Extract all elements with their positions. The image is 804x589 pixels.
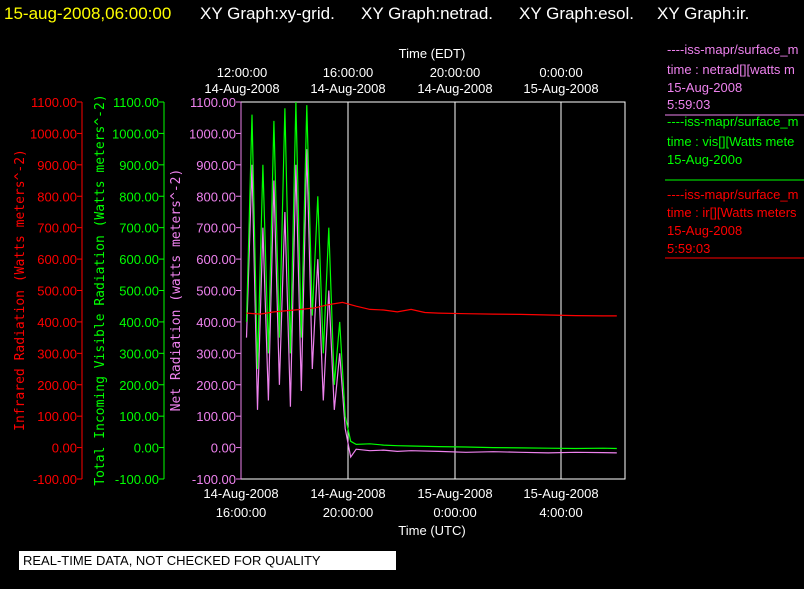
top-tick-date: 14-Aug-2008 xyxy=(417,81,492,96)
top-tick-time: 16:00:00 xyxy=(323,65,374,80)
legend-variable: time : netrad[][watts m xyxy=(667,62,795,77)
ir-tick-label: 200.00 xyxy=(37,378,77,393)
vis-axis-title: Total Incoming Visible Radiation (Watts … xyxy=(93,94,108,485)
ir-tick-label: 1100.00 xyxy=(31,95,77,110)
vis-tick-label: 1100.00 xyxy=(113,95,159,110)
legend-entry-netrad: ----iss-mapr/surface_m time : netrad[][w… xyxy=(665,42,804,116)
legend-entry-ir: ----iss-mapr/surface_m time : ir[][Watts… xyxy=(665,187,804,259)
legend-date: 15-Aug-2008 xyxy=(667,80,742,95)
net-tick-label: 0.00 xyxy=(211,441,236,456)
top-tick-date: 14-Aug-2008 xyxy=(310,81,385,96)
legend-variable: time : vis[][Watts mete xyxy=(667,134,794,149)
bottom-tick-time: 4:00:00 xyxy=(539,505,582,520)
ir-tick-label: 100.00 xyxy=(37,409,77,424)
ir-tick-label: 700.00 xyxy=(37,221,77,236)
top-tick-date: 14-Aug-2008 xyxy=(204,81,279,96)
series-line-netrad xyxy=(245,149,617,459)
legend-source: ----iss-mapr/surface_m xyxy=(667,187,798,202)
legend-time: 5:59:03 xyxy=(667,241,710,256)
ir-tick-label: 1000.00 xyxy=(30,126,77,141)
bottom-tick-date: 14-Aug-2008 xyxy=(310,486,385,501)
ir-tick-label: 500.00 xyxy=(37,284,77,299)
legend-source: ----iss-mapr/surface_m xyxy=(667,114,798,129)
vis-tick-label: 400.00 xyxy=(119,315,159,330)
legend-date: 15-Aug-200o xyxy=(667,152,742,167)
net-tick-label: 700.00 xyxy=(196,221,236,236)
top-axis-ticks: 12:00:00 14-Aug-2008 16:00:00 14-Aug-200… xyxy=(204,65,598,96)
header-title-esol: XY Graph:esol. xyxy=(519,4,634,23)
vis-tick-label: 100.00 xyxy=(119,409,159,424)
net-tick-label: 800.00 xyxy=(196,189,236,204)
y-axis-ticks: 1100.00 1100.00 1100.00 1000.00 1000.00 1000.… xyxy=(30,95,241,487)
vis-tick-label: 500.00 xyxy=(119,284,159,299)
header-title-xy-grid: XY Graph:xy-grid. xyxy=(200,4,335,23)
quality-warning-banner: REAL-TIME DATA, NOT CHECKED FOR QUALITY xyxy=(19,551,396,570)
net-tick-label: -100.00 xyxy=(192,472,236,487)
bottom-axis-ticks: 14-Aug-2008 16:00:00 14-Aug-2008 20:00:0… xyxy=(203,486,598,520)
net-tick-label: 300.00 xyxy=(196,346,236,361)
legend-variable: time : ir[][Watts meters xyxy=(667,205,797,220)
bottom-axis-title: Time (UTC) xyxy=(398,523,465,538)
series-layer xyxy=(245,101,617,459)
net-tick-label: 600.00 xyxy=(196,252,236,267)
ir-axis-title: Infrared Radiation (Watts meters^-2) xyxy=(13,149,28,431)
net-tick-label: 1100.00 xyxy=(190,95,236,110)
legend-entry-vis: ----iss-mapr/surface_m time : vis[][Watt… xyxy=(665,114,804,181)
bottom-tick-date: 14-Aug-2008 xyxy=(203,486,278,501)
bottom-tick-time: 16:00:00 xyxy=(216,505,267,520)
header-title-ir: XY Graph:ir. xyxy=(657,4,749,23)
legend-time: 5:59:03 xyxy=(667,97,710,112)
ir-tick-label: 800.00 xyxy=(37,189,77,204)
bottom-tick-date: 15-Aug-2008 xyxy=(523,486,598,501)
top-tick-date: 15-Aug-2008 xyxy=(523,81,598,96)
vis-tick-label: 600.00 xyxy=(119,252,159,267)
legend-source: ----iss-mapr/surface_m xyxy=(667,42,798,57)
header-title-netrad: XY Graph:netrad. xyxy=(361,4,493,23)
ir-tick-label: -100.00 xyxy=(33,472,77,487)
legend: ----iss-mapr/surface_m time : netrad[][w… xyxy=(665,42,804,259)
ir-tick-label: 400.00 xyxy=(37,315,77,330)
top-tick-time: 20:00:00 xyxy=(430,65,481,80)
series-line-vis xyxy=(245,101,617,450)
net-tick-label: 200.00 xyxy=(196,378,236,393)
vis-tick-label: 900.00 xyxy=(119,158,159,173)
vis-tick-label: 300.00 xyxy=(119,346,159,361)
top-tick-time: 0:00:00 xyxy=(539,65,582,80)
header-timestamp: 15-aug-2008,06:00:00 xyxy=(4,4,171,23)
vis-tick-label: 0.00 xyxy=(134,441,159,456)
ir-tick-label: 900.00 xyxy=(37,158,77,173)
vis-tick-label: 1000.00 xyxy=(112,126,159,141)
bottom-tick-date: 15-Aug-2008 xyxy=(417,486,492,501)
net-tick-label: 500.00 xyxy=(196,284,236,299)
top-axis-title: Time (EDT) xyxy=(399,46,466,61)
net-tick-label: 1000.00 xyxy=(189,126,236,141)
net-tick-label: 400.00 xyxy=(196,315,236,330)
vis-tick-label: -100.00 xyxy=(115,472,159,487)
vis-tick-label: 700.00 xyxy=(119,221,159,236)
vis-tick-label: 800.00 xyxy=(119,189,159,204)
vis-tick-label: 200.00 xyxy=(119,378,159,393)
legend-date: 15-Aug-2008 xyxy=(667,223,742,238)
ir-tick-label: 600.00 xyxy=(37,252,77,267)
net-tick-label: 100.00 xyxy=(196,409,236,424)
ir-tick-label: 300.00 xyxy=(37,346,77,361)
bottom-tick-time: 0:00:00 xyxy=(433,505,476,520)
series-line-ir xyxy=(246,301,617,317)
top-tick-time: 12:00:00 xyxy=(217,65,268,80)
net-axis-title: Net Radiation (watts meters^-2) xyxy=(169,169,184,412)
bottom-tick-time: 20:00:00 xyxy=(323,505,374,520)
net-tick-label: 900.00 xyxy=(196,158,236,173)
ir-tick-label: 0.00 xyxy=(52,441,77,456)
